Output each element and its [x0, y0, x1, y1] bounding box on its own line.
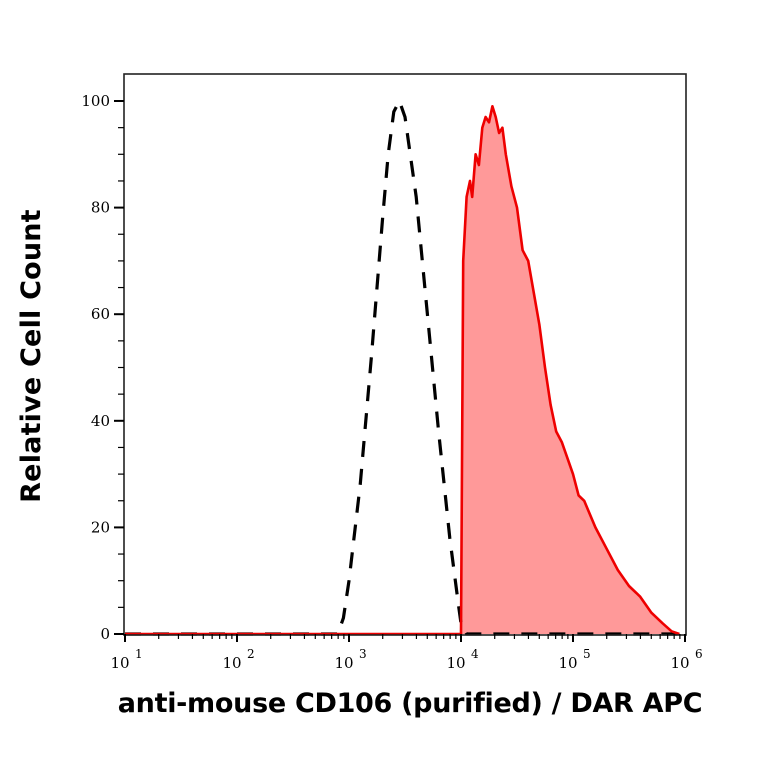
series-fill-1: [125, 106, 680, 635]
plot-frame: [123, 73, 687, 636]
svg-text:6: 6: [695, 647, 703, 661]
svg-text:2: 2: [247, 647, 255, 661]
svg-text:10: 10: [334, 654, 353, 672]
svg-text:1: 1: [135, 647, 143, 661]
x-tick-label: 10 1: [110, 647, 142, 672]
y-axis: 0 20 40 60 80 100: [81, 92, 124, 643]
svg-text:10: 10: [222, 654, 241, 672]
x-tick-label: 10 4: [446, 647, 479, 672]
series-line-1: [125, 105, 680, 636]
x-tick-label: 10 6: [670, 647, 702, 672]
x-tick-label: 10 5: [558, 647, 590, 672]
svg-text:5: 5: [583, 647, 591, 661]
svg-text:10: 10: [670, 654, 689, 672]
svg-text:10: 10: [110, 654, 129, 672]
svg-text:10: 10: [446, 654, 465, 672]
plot-fills: [125, 106, 680, 635]
plot-lines: [125, 99, 685, 636]
x-tick-label: 10 3: [334, 647, 366, 672]
x-axis-label: anti-mouse CD106 (purified) / DAR APC: [117, 688, 703, 719]
svg-text:10: 10: [558, 654, 577, 672]
y-tick-label: 60: [91, 305, 110, 323]
x-tick-label: 10 2: [222, 647, 254, 672]
svg-text:3: 3: [359, 647, 367, 661]
y-tick-label: 20: [91, 518, 110, 536]
y-tick-label: 40: [91, 412, 110, 430]
y-tick-label: 80: [91, 199, 110, 217]
svg-text:4: 4: [471, 647, 479, 661]
x-axis: 10 1 10 2 10 3 10 4 10 5 10 6: [110, 634, 703, 672]
y-axis-label: Relative Cell Count: [16, 209, 47, 503]
y-tick-label: 100: [81, 92, 110, 110]
y-tick-label: 0: [100, 625, 110, 643]
